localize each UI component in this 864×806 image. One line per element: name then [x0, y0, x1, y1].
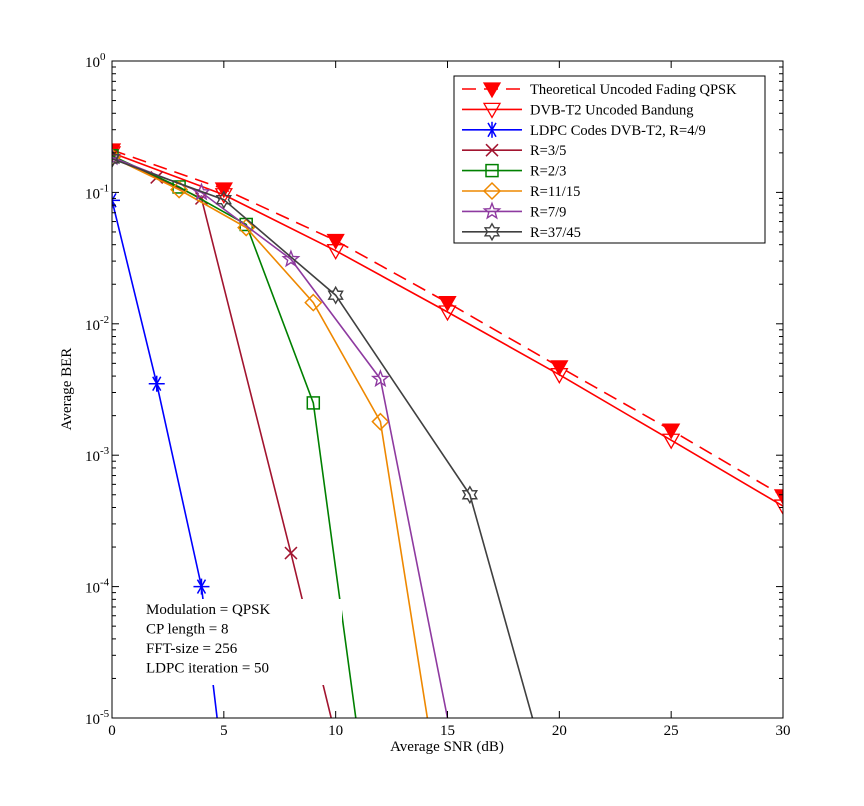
series-line [112, 156, 429, 718]
data-point [326, 233, 345, 250]
data-point [326, 244, 345, 261]
data-point [327, 285, 344, 305]
data-point [214, 182, 233, 199]
legend-item: R=11/15 [462, 181, 580, 201]
legend-marker [483, 222, 501, 242]
annotation-line: LDPC iteration = 50 [146, 661, 269, 677]
legend-label: R=3/5 [530, 143, 566, 159]
data-point [148, 375, 165, 392]
y-tick-label: 10-2 [85, 314, 109, 334]
data-point [461, 485, 479, 505]
legend-label: R=2/3 [530, 164, 566, 180]
legend-label: Theoretical Uncoded Fading QPSK [530, 82, 737, 98]
legend-item: R=37/45 [462, 222, 581, 242]
data-point [370, 369, 390, 388]
legend: Theoretical Uncoded Fading QPSK DVB-T2 Un… [453, 75, 766, 244]
legend-item: R=3/5 [462, 143, 566, 159]
series-line [112, 155, 357, 718]
series-line [112, 152, 783, 507]
data-point [281, 249, 301, 268]
annotation-line: CP length = 8 [146, 622, 229, 638]
data-point [550, 360, 569, 377]
x-tick-label: 25 [664, 723, 679, 739]
x-tick-label: 15 [440, 723, 455, 739]
data-point [438, 305, 457, 322]
y-tick-label: 10-1 [85, 182, 109, 202]
legend-marker [484, 121, 500, 138]
legend-item: Theoretical Uncoded Fading QPSK [462, 82, 737, 99]
data-point [237, 218, 256, 237]
data-point [662, 423, 681, 440]
legend-label: LDPC Codes DVB-T2, R=4/9 [530, 123, 706, 139]
x-tick-label: 20 [552, 723, 567, 739]
x-tick-label: 5 [220, 723, 228, 739]
legend-marker [485, 163, 499, 178]
y-tick-label: 10-4 [85, 577, 110, 597]
legend-box [453, 75, 766, 244]
annotation-line: FFT-size = 256 [146, 641, 238, 657]
data-point [284, 546, 298, 560]
x-tick-label: 10 [328, 723, 343, 739]
legend-label: R=7/9 [530, 204, 566, 220]
data-point [215, 190, 232, 210]
x-tick-label: 30 [776, 723, 791, 739]
y-axis-label: Average BER [59, 348, 75, 431]
data-point [170, 180, 189, 199]
data-point [550, 368, 569, 384]
series-line [112, 158, 534, 718]
legend-marker [482, 181, 502, 201]
data-point [662, 433, 681, 450]
y-tick-label: 10-3 [85, 445, 110, 465]
legend-label: R=11/15 [530, 184, 580, 200]
annotation-line: Modulation = QPSK [146, 602, 270, 618]
legend-item: R=2/3 [462, 164, 566, 180]
series-7 [112, 149, 534, 718]
x-tick-label: 0 [108, 723, 116, 739]
legend-marker [482, 201, 502, 220]
legend-marker [482, 82, 502, 99]
x-axis-label: Average SNR (dB) [390, 739, 504, 755]
legend-marker [482, 102, 502, 119]
legend-label: DVB-T2 Uncoded Bandung [530, 102, 694, 118]
tick-layer: 0 5 10 15 20 25 30 100 10-1 10-2 10-3 10-4 10-5 [85, 51, 791, 739]
y-tick-label: 100 [85, 51, 106, 71]
data-point [304, 293, 323, 312]
legend-label: R=37/45 [530, 225, 581, 241]
legend-item: LDPC Codes DVB-T2, R=4/9 [462, 121, 706, 139]
legend-item: R=7/9 [462, 201, 566, 220]
legend-marker [485, 143, 499, 157]
annotation-background [142, 599, 342, 685]
data-point [438, 295, 457, 312]
data-point [112, 149, 121, 169]
data-point [306, 396, 321, 410]
annotation-box: Modulation = QPSK CP length = 8 FFT-size =… [142, 599, 342, 685]
legend-item: DVB-T2 Uncoded Bandung [462, 102, 694, 119]
y-tick-label: 10-5 [85, 708, 110, 728]
data-point [193, 578, 210, 595]
data-point [371, 412, 390, 431]
